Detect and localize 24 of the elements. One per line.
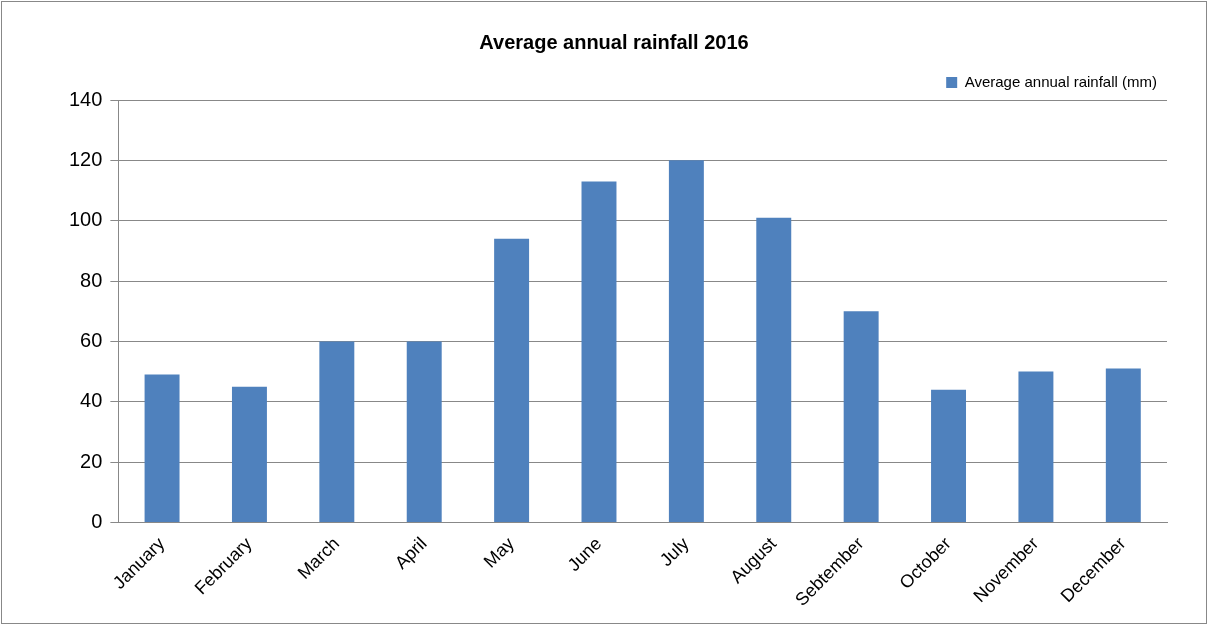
- bar: [1018, 371, 1054, 522]
- y-tick-label: 80: [80, 268, 103, 291]
- y-tick-label: 100: [68, 208, 103, 231]
- legend-label: Average annual rainfall (mm): [964, 72, 1157, 90]
- bar: [756, 217, 792, 522]
- bar: [843, 311, 879, 522]
- bar: [144, 374, 180, 522]
- bar: [319, 341, 355, 522]
- y-tick-label: 0: [91, 509, 103, 532]
- bar: [931, 389, 967, 522]
- y-tick-label: 60: [80, 328, 103, 351]
- y-tick-label: 120: [68, 147, 103, 170]
- x-tick-label: July: [655, 533, 693, 571]
- x-tick-label: May: [479, 533, 518, 572]
- y-tick-label: 40: [80, 389, 103, 412]
- bar: [231, 386, 267, 522]
- bar: [1105, 368, 1141, 522]
- bar: [494, 238, 530, 522]
- y-tick-label: 20: [80, 449, 103, 472]
- bar: [406, 341, 442, 522]
- bar: [581, 181, 617, 522]
- bar: [668, 160, 704, 522]
- chart-title: Average annual rainfall 2016: [479, 30, 749, 53]
- y-tick-label: 140: [68, 87, 103, 110]
